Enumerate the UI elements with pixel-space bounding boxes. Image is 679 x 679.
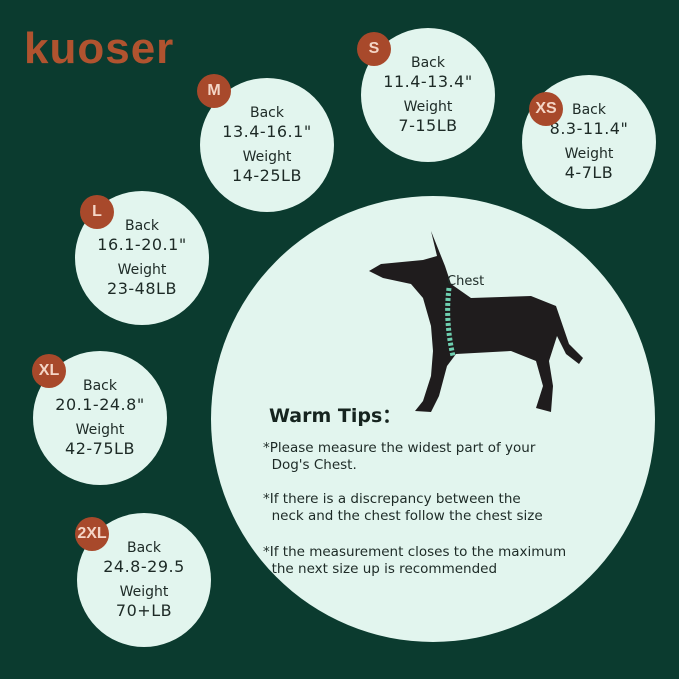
warm-tips-circle: Chest Warm Tips： *Please measure the wid…	[211, 196, 655, 642]
weight-value: 23-48LB	[107, 279, 177, 298]
size-badge: M	[197, 74, 231, 108]
size-badge: 2XL	[75, 517, 109, 551]
back-label: Back	[125, 218, 159, 234]
weight-value: 70+LB	[115, 601, 173, 620]
size-badge: XS	[529, 92, 563, 126]
weight-value: 42-75LB	[65, 439, 135, 458]
back-value: 16.1-20.1"	[97, 235, 187, 254]
back-value: 8.3-11.4"	[549, 119, 629, 138]
back-value: 24.8-29.5	[103, 557, 185, 576]
back-label: Back	[127, 540, 161, 556]
back-label: Back	[250, 105, 284, 121]
back-value: 11.4-13.4"	[383, 72, 473, 91]
weight-value: 7-15LB	[398, 116, 458, 135]
weight-label: Weight	[403, 99, 453, 115]
dog-silhouette-icon	[369, 231, 583, 412]
weight-label: Weight	[119, 584, 169, 600]
back-label: Back	[411, 55, 445, 71]
chest-label: Chest	[447, 274, 485, 289]
back-label: Back	[572, 102, 606, 118]
weight-value: 4-7LB	[564, 163, 614, 182]
tip-1: *Please measure the widest part of your …	[263, 440, 536, 473]
back-value: 20.1-24.8"	[55, 395, 145, 414]
tip-2: *If there is a discrepancy between the n…	[263, 491, 543, 524]
brand-logo: kuoser	[24, 24, 175, 73]
weight-label: Weight	[564, 146, 614, 162]
weight-label: Weight	[242, 149, 292, 165]
weight-value: 14-25LB	[232, 166, 302, 185]
tip-3: *If the measurement closes to the maximu…	[263, 544, 567, 577]
warm-tips-title: Warm Tips：	[269, 405, 402, 427]
weight-label: Weight	[117, 262, 167, 278]
back-label: Back	[83, 378, 117, 394]
size-badge: XL	[32, 354, 66, 388]
size-badge: L	[80, 195, 114, 229]
back-value: 13.4-16.1"	[222, 122, 312, 141]
size-badge: S	[357, 32, 391, 66]
weight-label: Weight	[75, 422, 125, 438]
